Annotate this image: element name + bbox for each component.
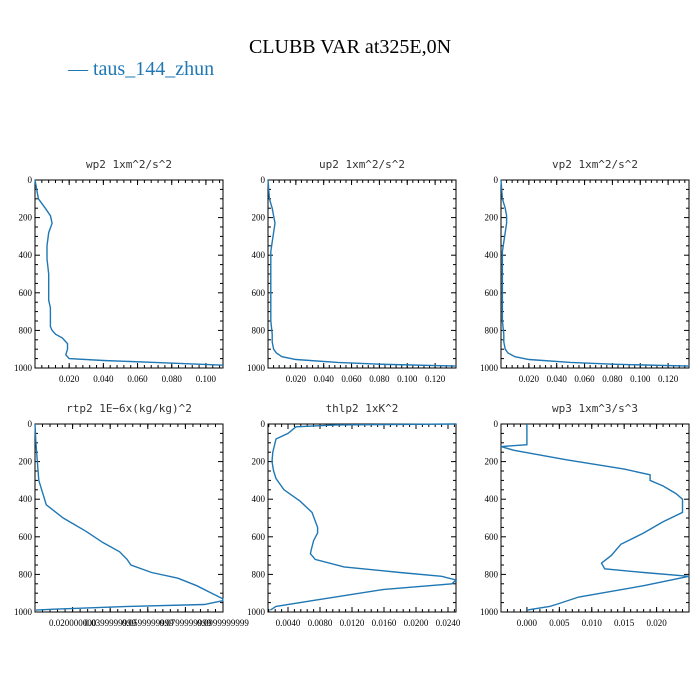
y-tick-label: 400 xyxy=(19,250,33,260)
y-tick-label: 800 xyxy=(19,325,33,335)
y-tick-label: 0 xyxy=(494,419,499,429)
x-tick-label: 0.120 xyxy=(658,374,679,384)
plot-frame xyxy=(267,423,457,613)
x-tick-label: 0.100 xyxy=(196,374,217,384)
x-tick-label: 0.020000000 xyxy=(49,618,97,628)
plot-frame xyxy=(500,179,690,369)
panel-3: vp2 1xm^2/s^2 0 200 400 600 800 1000 0.020 0.040… xyxy=(480,158,690,384)
series-line xyxy=(267,179,457,367)
series-line xyxy=(500,179,690,367)
y-tick-label: 1000 xyxy=(247,607,266,617)
x-tick-label: 0.020 xyxy=(59,374,80,384)
y-tick-label: 1000 xyxy=(247,363,266,373)
legend-line-icon: — xyxy=(68,58,93,80)
x-tick-label: 0.040 xyxy=(93,374,114,384)
x-tick-label: 0.0160 xyxy=(372,618,397,628)
y-tick-label: 1000 xyxy=(14,363,33,373)
y-tick-label: 400 xyxy=(19,494,33,504)
y-tick-label: 200 xyxy=(252,457,266,467)
series-line xyxy=(500,424,690,611)
y-tick-label: 800 xyxy=(485,569,499,579)
panel-4: rtp2 1E−6x(kg/kg)^2 0 200 400 600 800 1000 0.02… xyxy=(14,402,249,628)
panel-title: wp2 1xm^2/s^2 xyxy=(86,158,172,171)
x-tick-label: 0.080 xyxy=(162,374,183,384)
x-tick-label: 0.040 xyxy=(547,374,568,384)
panel-title: thlp2 1xK^2 xyxy=(326,402,399,415)
panel-6: wp3 1xm^3/s^3 0 200 400 600 800 1000 0.000 0.005… xyxy=(480,402,690,628)
y-tick-label: 600 xyxy=(252,532,266,542)
y-tick-label: 800 xyxy=(485,325,499,335)
x-tick-label: 0.0080 xyxy=(308,618,333,628)
x-tick-label: 0.100 xyxy=(397,374,418,384)
x-tick-label: 0.120 xyxy=(425,374,446,384)
y-tick-label: 400 xyxy=(485,250,499,260)
y-tick-label: 400 xyxy=(252,494,266,504)
y-tick-label: 1000 xyxy=(14,607,33,617)
y-tick-label: 400 xyxy=(252,250,266,260)
panel-title: vp2 1xm^2/s^2 xyxy=(552,158,638,171)
y-tick-label: 200 xyxy=(485,457,499,467)
plot-frame xyxy=(267,179,457,369)
x-tick-label: 0.0240 xyxy=(436,618,461,628)
panel-5: thlp2 1xK^2 0 200 400 600 800 1000 0.0040 0.0080… xyxy=(247,402,461,628)
x-tick-label: 0.020 xyxy=(646,618,667,628)
chart-title: CLUBB VAR at325E,0N xyxy=(248,36,452,58)
y-tick-label: 0 xyxy=(261,419,266,429)
x-tick-label: 0.100 xyxy=(630,374,651,384)
panel-2: up2 1xm^2/s^2 0 200 400 600 800 1000 0.020 0.040… xyxy=(247,158,457,384)
x-tick-label: 0.0599999999 xyxy=(122,618,174,628)
x-tick-label: 0.005 xyxy=(549,618,570,628)
y-tick-label: 0 xyxy=(261,175,266,185)
y-tick-label: 1000 xyxy=(480,607,499,617)
x-tick-label: 0.060 xyxy=(341,374,362,384)
y-tick-label: 1000 xyxy=(480,363,499,373)
y-tick-label: 200 xyxy=(19,457,33,467)
x-tick-label: 0.0799999999 xyxy=(160,618,212,628)
panel-title: rtp2 1E−6x(kg/kg)^2 xyxy=(66,402,192,415)
x-tick-label: 0.000 xyxy=(517,618,538,628)
y-tick-label: 600 xyxy=(252,288,266,298)
y-tick-label: 0 xyxy=(28,175,33,185)
y-tick-label: 600 xyxy=(19,288,33,298)
y-tick-label: 800 xyxy=(19,569,33,579)
y-tick-label: 600 xyxy=(485,288,499,298)
x-tick-label: 0.015 xyxy=(614,618,635,628)
legend-label: taus_144_zhun xyxy=(93,58,215,80)
x-tick-label: 0.0040 xyxy=(276,618,301,628)
legend: — taus_144_zhun xyxy=(68,58,214,81)
x-tick-label: 0.060 xyxy=(127,374,148,384)
x-tick-label: 0.0399999999 xyxy=(84,618,136,628)
panel-1: wp2 1xm^2/s^2 0 200 400 600 800 1000 0.020 0.040… xyxy=(14,158,224,384)
series-line xyxy=(34,423,224,611)
x-tick-label: 0.0200 xyxy=(404,618,429,628)
x-tick-label: 0.0120 xyxy=(340,618,365,628)
y-tick-label: 600 xyxy=(485,532,499,542)
x-tick-label: 0.080 xyxy=(369,374,390,384)
x-tick-label: 0.040 xyxy=(314,374,335,384)
x-tick-label: 0.010 xyxy=(582,618,603,628)
y-tick-label: 600 xyxy=(19,532,33,542)
y-tick-label: 0 xyxy=(494,175,499,185)
x-tick-label: 0.060 xyxy=(574,374,595,384)
x-tick-label: 0.020 xyxy=(519,374,540,384)
x-tick-label: 0.0999999999 xyxy=(197,618,249,628)
series-line xyxy=(34,179,224,366)
y-tick-label: 0 xyxy=(28,419,33,429)
panel-title: up2 1xm^2/s^2 xyxy=(319,158,405,171)
y-tick-label: 200 xyxy=(252,213,266,223)
y-tick-label: 200 xyxy=(19,213,33,223)
plot-frame xyxy=(500,423,690,613)
y-tick-label: 800 xyxy=(252,569,266,579)
series-line xyxy=(270,423,458,611)
x-tick-label: 0.020 xyxy=(286,374,307,384)
y-tick-label: 400 xyxy=(485,494,499,504)
y-tick-label: 200 xyxy=(485,213,499,223)
panel-title: wp3 1xm^3/s^3 xyxy=(552,402,638,415)
x-tick-label: 0.080 xyxy=(602,374,623,384)
y-tick-label: 800 xyxy=(252,325,266,335)
